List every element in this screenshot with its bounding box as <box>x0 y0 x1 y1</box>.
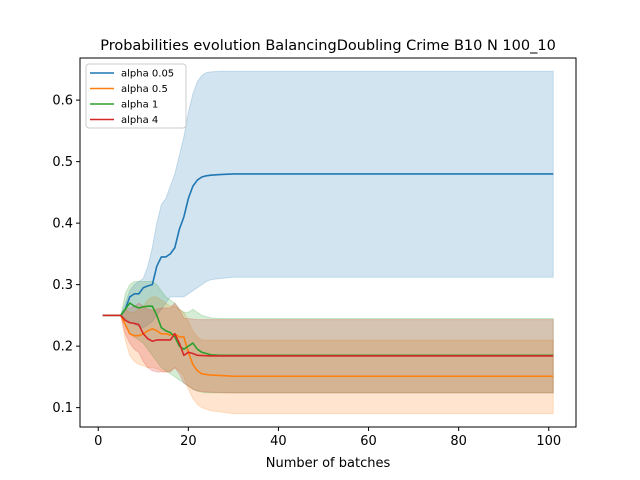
y-tick-label: 0.6 <box>52 94 73 109</box>
x-tick-label: 60 <box>360 434 377 449</box>
series-lines <box>102 173 554 378</box>
y-tick-label: 0.4 <box>52 217 73 232</box>
plot-frame <box>79 57 577 428</box>
x-tick-label: 80 <box>450 434 467 449</box>
axes <box>79 57 577 428</box>
y-tick-label: 0.2 <box>52 340 73 355</box>
y-tick-label: 0.1 <box>52 401 73 416</box>
ticks: 0 20 40 60 80 100 0.1 0.2 0.3 0.4 0.5 0.6 <box>52 94 561 449</box>
line-alpha-0-05 <box>102 173 554 317</box>
legend-box <box>85 63 187 129</box>
x-axis-label: Number of batches <box>266 456 391 471</box>
x-tick-label: 0 <box>94 434 102 449</box>
x-tick-label: 100 <box>536 434 561 449</box>
line-alpha-4 <box>102 314 554 357</box>
y-tick-label: 0.3 <box>52 278 73 293</box>
legend-label: alpha 0.5 <box>121 84 168 95</box>
legend-label: alpha 4 <box>121 115 158 126</box>
x-tick-label: 20 <box>180 434 197 449</box>
x-tick-label: 40 <box>270 434 287 449</box>
y-tick-label: 0.5 <box>52 155 73 170</box>
confidence-bands <box>102 70 554 415</box>
legend-label: alpha 1 <box>121 100 158 111</box>
legend-label: alpha 0.05 <box>121 69 174 80</box>
chart-title: Probabilities evolution BalancingDoublin… <box>100 38 556 54</box>
legend: alpha 0.05 alpha 0.5 alpha 1 alpha 4 <box>85 63 187 129</box>
